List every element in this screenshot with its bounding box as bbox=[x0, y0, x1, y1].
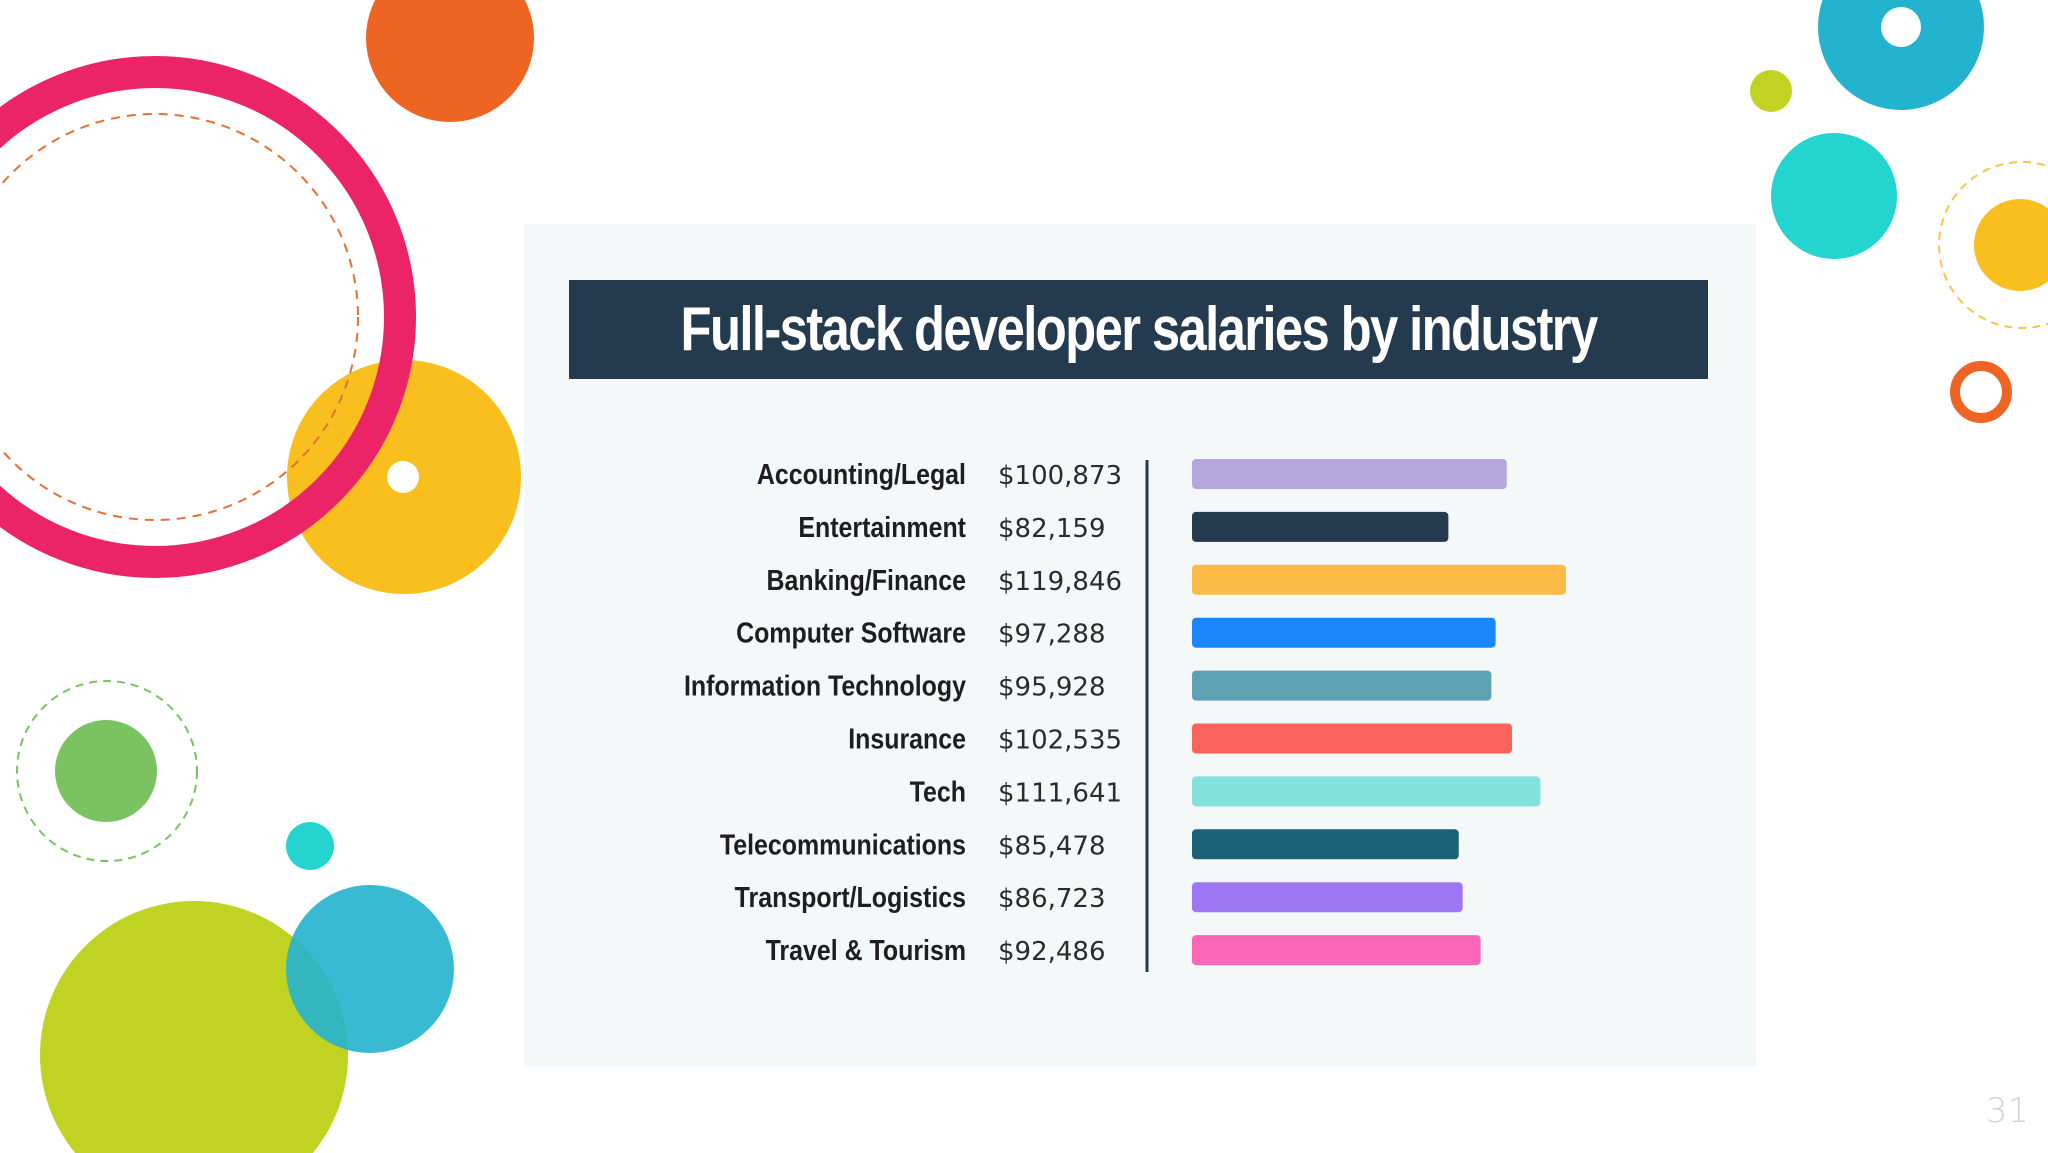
value-label-accounting-legal: $100,873 bbox=[998, 461, 1122, 491]
bar-insurance bbox=[1192, 723, 1512, 754]
bar-telecommunications bbox=[1192, 829, 1459, 860]
value-label-telecommunications: $85,478 bbox=[998, 831, 1106, 861]
bar-information-technology bbox=[1192, 670, 1492, 701]
dashed-orange-ring bbox=[0, 113, 359, 521]
turquoise-circle bbox=[1771, 133, 1897, 259]
small-turquoise-circle bbox=[286, 822, 334, 870]
category-label-information-technology: Information Technology bbox=[684, 670, 966, 702]
value-label-entertainment: $82,159 bbox=[998, 514, 1106, 544]
bar-banking-finance bbox=[1192, 564, 1566, 595]
teal-circle bbox=[286, 885, 454, 1053]
bars bbox=[1192, 459, 1566, 966]
value-label-transport-logistics: $86,723 bbox=[998, 884, 1106, 914]
category-label-transport-logistics: Transport/Logistics bbox=[735, 881, 966, 913]
category-label-banking-finance: Banking/Finance bbox=[767, 564, 966, 596]
value-label-tech: $111,641 bbox=[998, 778, 1122, 808]
value-label-computer-software: $97,288 bbox=[998, 620, 1106, 650]
category-label-insurance: Insurance bbox=[848, 723, 966, 755]
category-label-telecommunications: Telecommunications bbox=[720, 829, 966, 861]
page-number: 31 bbox=[1985, 1091, 2029, 1131]
bar-entertainment bbox=[1192, 511, 1449, 542]
category-label-accounting-legal: Accounting/Legal bbox=[757, 458, 966, 490]
top-right-teal-circle bbox=[1818, 0, 1984, 110]
dashed-green-ring bbox=[16, 680, 198, 862]
bar-transport-logistics bbox=[1192, 882, 1463, 913]
bar-travel-tourism bbox=[1192, 935, 1481, 966]
yellow-small-circle bbox=[1974, 199, 2048, 291]
top-right-white-dot bbox=[1881, 7, 1921, 47]
category-label-entertainment: Entertainment bbox=[798, 511, 966, 543]
lime-circle bbox=[40, 901, 348, 1153]
bar-tech bbox=[1192, 776, 1541, 807]
chart-title: Full-stack developer salaries by industr… bbox=[680, 295, 1598, 364]
small-lime-circle bbox=[1750, 70, 1792, 112]
value-label-travel-tourism: $92,486 bbox=[998, 937, 1106, 967]
value-labels: $100,873 $82,159 $119,846 $97,288 $95,928 $10… bbox=[998, 461, 1122, 967]
category-labels: Accounting/Legal Entertainment Banking/Fin… bbox=[684, 458, 966, 966]
value-label-banking-finance: $119,846 bbox=[998, 567, 1122, 597]
value-label-insurance: $102,535 bbox=[998, 726, 1122, 756]
value-label-information-technology: $95,928 bbox=[998, 673, 1106, 703]
orange-circle bbox=[366, 0, 534, 122]
bar-computer-software bbox=[1192, 617, 1496, 648]
chart-title-bar: Full-stack developer salaries by industr… bbox=[569, 280, 1708, 379]
orange-ring bbox=[1950, 361, 2012, 423]
category-label-computer-software: Computer Software bbox=[736, 617, 966, 649]
bar-accounting-legal bbox=[1192, 459, 1507, 489]
green-circle bbox=[55, 720, 157, 822]
white-dot bbox=[387, 461, 419, 493]
pink-ring bbox=[0, 56, 416, 578]
category-label-travel-tourism: Travel & Tourism bbox=[766, 934, 966, 966]
category-label-tech: Tech bbox=[910, 776, 966, 808]
dashed-yellow-ring bbox=[1938, 161, 2048, 329]
